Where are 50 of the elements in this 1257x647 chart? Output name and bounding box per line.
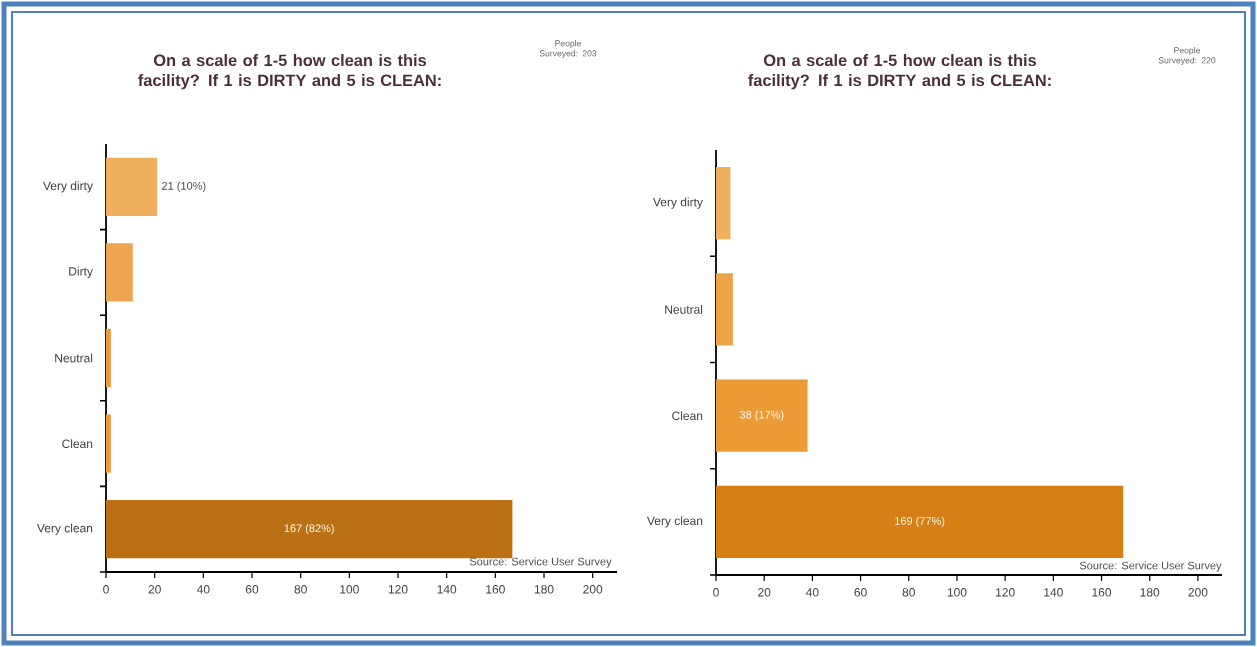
x-tick-label: 160 <box>486 585 505 594</box>
x-tick-label: 80 <box>294 585 307 594</box>
text: People Surveyed: 203 <box>539 40 597 59</box>
bar <box>106 157 158 216</box>
bar <box>716 273 733 346</box>
data-label: 21 (10%) <box>162 181 206 192</box>
data-label: 38 (17%) <box>739 410 784 421</box>
x-tick-label: 160 <box>1092 588 1112 597</box>
chart-title: On a scale of 1-5 how clean is this facility? If 1 is DIRTY and 5 is CLEAN: <box>748 54 1051 90</box>
y-tick-label: Very dirty <box>42 181 93 193</box>
bar <box>716 167 731 240</box>
data-label: 167 (82%) <box>284 524 334 535</box>
x-tick-label: 180 <box>1140 588 1160 597</box>
bar <box>106 328 111 388</box>
bar <box>716 379 808 452</box>
x-tick-label: 20 <box>148 585 161 594</box>
x-tick-label: 200 <box>583 585 603 594</box>
bar <box>106 243 133 302</box>
y-tick-label: Neutral <box>55 353 93 363</box>
data-label: 169 (77%) <box>895 516 945 528</box>
x-tick-label: 140 <box>1044 588 1063 597</box>
x-tick-label: 200 <box>1188 588 1208 597</box>
x-tick-label: 100 <box>340 585 359 594</box>
x-tick-label: 60 <box>854 588 867 597</box>
y-tick-label: Clean <box>672 411 703 421</box>
x-tick-label: 20 <box>758 588 771 597</box>
x-tick-label: 100 <box>947 588 967 597</box>
text: People Surveyed: 220 <box>1158 47 1216 66</box>
x-tick-label: 60 <box>245 585 259 594</box>
y-tick-label: Neutral <box>665 304 703 314</box>
bar <box>106 414 111 473</box>
y-tick-label: Very dirty <box>652 197 703 209</box>
y-tick-label: Dirty <box>69 266 93 278</box>
x-tick-label: 80 <box>902 588 915 597</box>
bar <box>106 500 513 559</box>
annotation: Source: Service User Survey <box>1079 561 1222 572</box>
x-tick-label: 0 <box>103 585 109 594</box>
x-tick-label: 40 <box>806 588 819 597</box>
chart-title: On a scale of 1-5 how clean is this facility? If 1 is DIRTY and 5 is CLEAN: <box>138 54 441 90</box>
y-tick-label: Clean <box>62 439 93 449</box>
x-tick-label: 120 <box>388 585 408 594</box>
x-tick-label: 140 <box>437 585 457 594</box>
x-tick-label: 180 <box>534 585 554 594</box>
x-tick-label: 40 <box>196 585 210 594</box>
x-tick-label: 120 <box>996 588 1015 597</box>
annotation: Source: Service User Survey <box>469 557 612 568</box>
x-tick-label: 0 <box>713 588 719 597</box>
y-tick-label: Very clean <box>646 516 703 528</box>
y-tick-label: Very clean <box>36 523 93 535</box>
bar <box>716 485 1124 558</box>
